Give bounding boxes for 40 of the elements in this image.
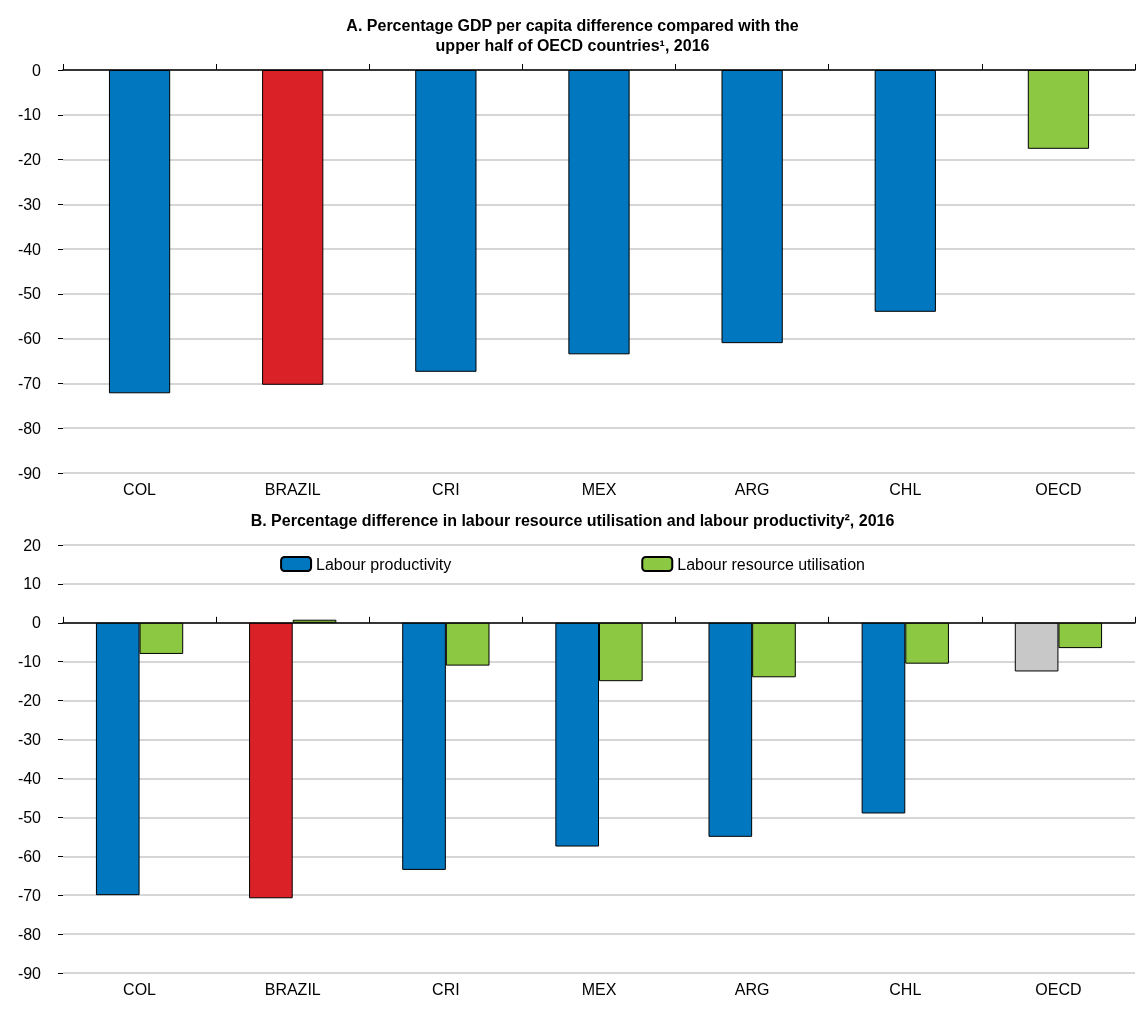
y-tick-label: -40 <box>17 240 42 258</box>
x-tick-label: BRAZIL <box>264 980 321 998</box>
y-tick-label: -80 <box>17 419 42 437</box>
y-tick-label: -90 <box>17 464 42 482</box>
y-tick-label: -10 <box>17 106 42 124</box>
y-tick-label: -90 <box>17 964 42 982</box>
y-tick-label: -20 <box>17 692 42 710</box>
x-tick-label: MEX <box>581 980 617 998</box>
x-tick-label: OECD <box>1035 980 1082 998</box>
x-tick-label: CRI <box>432 480 460 498</box>
y-tick-label: -30 <box>17 731 42 749</box>
legend-label: Labour resource utilisation <box>677 555 865 573</box>
y-tick-label: -60 <box>17 847 42 865</box>
y-tick-label: -50 <box>17 808 42 826</box>
x-tick-label: COL <box>123 480 157 498</box>
x-tick-label: MEX <box>581 480 617 498</box>
legend-label: Labour productivity <box>316 555 452 573</box>
y-tick-label: -80 <box>17 925 42 943</box>
y-tick-label: -20 <box>17 151 42 169</box>
y-tick-label: -70 <box>17 886 42 904</box>
y-tick-label: -50 <box>17 285 42 303</box>
x-tick-label: BRAZIL <box>264 480 321 498</box>
y-tick-label: -40 <box>17 769 42 787</box>
chart-title: A. Percentage GDP per capita difference compared with the upper half of OECD countries¹, 2016 <box>346 16 799 54</box>
y-tick-label: -10 <box>17 653 42 671</box>
y-tick-label: 20 <box>23 536 42 554</box>
y-tick-label: -30 <box>17 195 42 213</box>
x-tick-label: ARG <box>734 980 770 998</box>
x-tick-label: OECD <box>1035 480 1082 498</box>
y-tick-label: -60 <box>17 330 42 348</box>
y-tick-label: 10 <box>23 575 42 593</box>
x-tick-label: ARG <box>734 480 770 498</box>
x-tick-label: COL <box>123 980 157 998</box>
y-tick-label: 0 <box>32 614 42 632</box>
chart-title: B. Percentage difference in labour resource utilisation and labour productivity², 2016 <box>250 511 895 529</box>
y-tick-label: 0 <box>32 61 42 79</box>
y-tick-label: -70 <box>17 374 42 392</box>
x-tick-label: CHL <box>889 480 922 498</box>
x-tick-label: CRI <box>432 980 460 998</box>
x-tick-label: CHL <box>889 980 922 998</box>
